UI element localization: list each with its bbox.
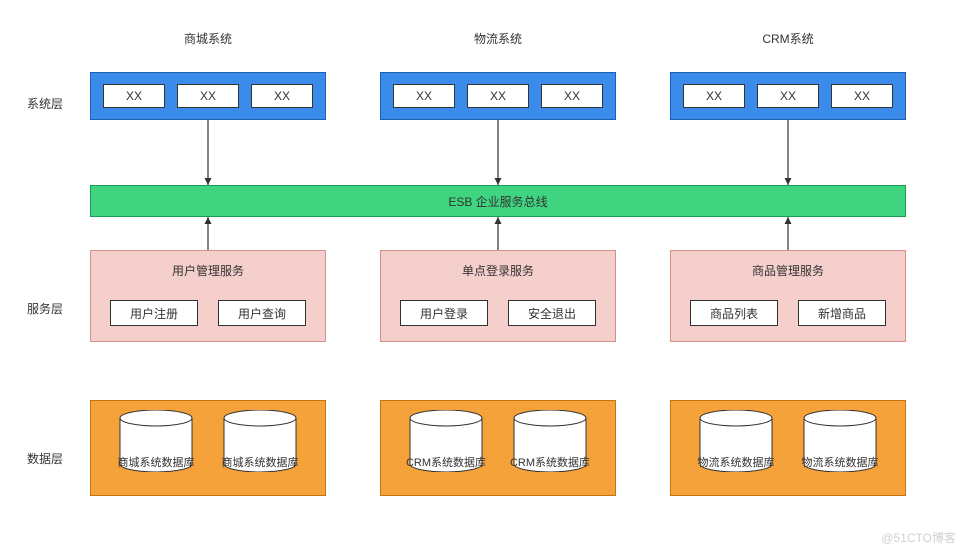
system-cell: XX xyxy=(177,84,239,108)
database-label: CRM系统数据库 xyxy=(396,454,496,470)
service-title: 单点登录服务 xyxy=(448,262,548,279)
architecture-diagram: 系统层服务层数据层 商城系统 XX XX XX 物流系统 XX XX XX CRM系统 XX XX XX… xyxy=(0,0,962,550)
system-title: 商城系统 xyxy=(158,30,258,47)
system-cell: XX xyxy=(251,84,313,108)
system-cell: XX xyxy=(467,84,529,108)
service-title: 用户管理服务 xyxy=(158,262,258,279)
system-cell: XX xyxy=(757,84,819,108)
system-cell: XX xyxy=(683,84,745,108)
system-cell: XX xyxy=(393,84,455,108)
service-op: 用户查询 xyxy=(218,300,306,326)
service-op: 商品列表 xyxy=(690,300,778,326)
service-op: 安全退出 xyxy=(508,300,596,326)
database-label: 物流系统数据库 xyxy=(686,454,786,470)
layer-label: 服务层 xyxy=(20,300,70,317)
database-label: 商城系统数据库 xyxy=(106,454,206,470)
system-cell: XX xyxy=(831,84,893,108)
layer-label: 数据层 xyxy=(20,450,70,467)
layer-label: 系统层 xyxy=(20,95,70,112)
system-title: CRM系统 xyxy=(738,30,838,47)
service-title: 商品管理服务 xyxy=(738,262,838,279)
service-op: 用户登录 xyxy=(400,300,488,326)
system-cell: XX xyxy=(103,84,165,108)
database-label: 商城系统数据库 xyxy=(210,454,310,470)
service-op: 新增商品 xyxy=(798,300,886,326)
database-label: 物流系统数据库 xyxy=(790,454,890,470)
system-title: 物流系统 xyxy=(448,30,548,47)
service-op: 用户注册 xyxy=(110,300,198,326)
system-cell: XX xyxy=(541,84,603,108)
watermark: @51CTO博客 xyxy=(881,529,956,546)
esb-bus: ESB 企业服务总线 xyxy=(90,185,906,217)
database-label: CRM系统数据库 xyxy=(500,454,600,470)
